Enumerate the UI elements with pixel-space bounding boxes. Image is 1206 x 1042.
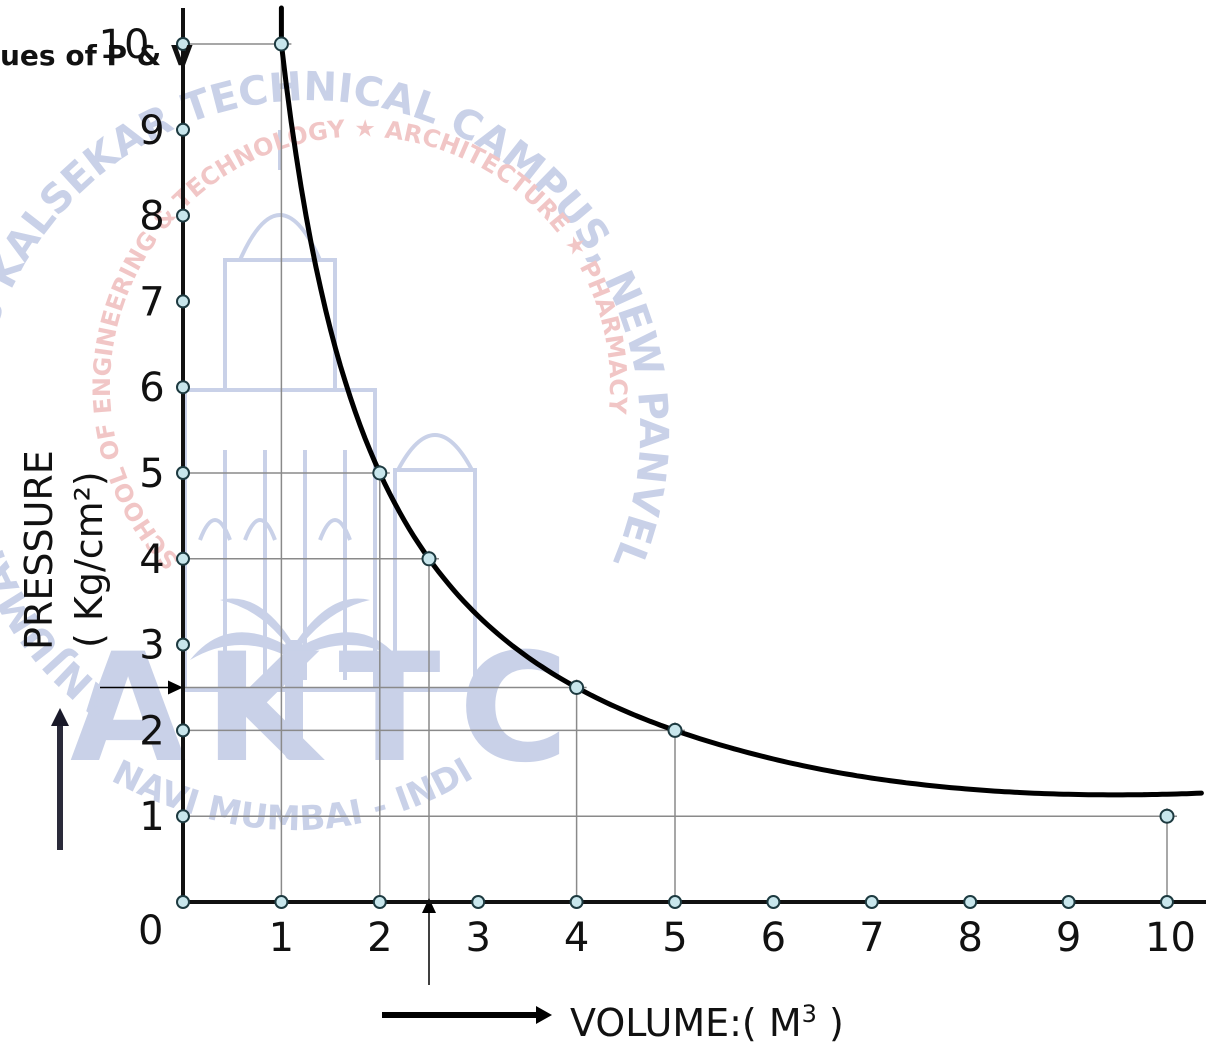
y-tick-label-7: 7 bbox=[139, 279, 164, 325]
volume-reading-arrowhead-icon bbox=[422, 898, 436, 913]
y-tick-label-8: 8 bbox=[139, 194, 164, 240]
x-tick-label-5: 5 bbox=[662, 915, 687, 961]
volume-direction-arrow-icon bbox=[382, 1006, 552, 1024]
x-axis-title: VOLUME:( M3 ) bbox=[570, 1000, 844, 1042]
x-tick-marker-2 bbox=[372, 895, 387, 909]
y-tick-label-9: 9 bbox=[139, 108, 164, 154]
x-tick-marker-5 bbox=[668, 895, 682, 909]
x-tick-marker-8 bbox=[963, 895, 978, 909]
data-point-1 bbox=[372, 465, 388, 481]
x-tick-marker-7 bbox=[864, 895, 879, 909]
y-tick-marker-10 bbox=[176, 37, 190, 51]
y-tick-label-1: 1 bbox=[139, 794, 164, 840]
x-tick-label-6: 6 bbox=[761, 915, 786, 961]
x-tick-marker-10 bbox=[1160, 895, 1174, 909]
x-axis-title-main: VOLUME:( M bbox=[570, 1001, 802, 1042]
data-point-4 bbox=[667, 722, 683, 738]
y-tick-marker-1 bbox=[176, 809, 190, 824]
origin-marker bbox=[176, 895, 190, 909]
x-tick-label-8: 8 bbox=[957, 915, 982, 961]
y-tick-label-10: 10 bbox=[99, 22, 150, 68]
pressure-reading-arrowhead-icon bbox=[168, 680, 183, 695]
chart-title: ues of P & V bbox=[0, 39, 193, 72]
y-tick-marker-6 bbox=[176, 380, 190, 395]
watermark-logo: AKTC bbox=[70, 622, 587, 796]
x-tick-label-7: 7 bbox=[859, 915, 884, 961]
x-tick-label-10: 10 bbox=[1145, 915, 1196, 961]
y-tick-label-2: 2 bbox=[139, 708, 164, 754]
axes bbox=[181, 8, 1206, 904]
origin-label: 0 bbox=[138, 908, 163, 954]
y-tick-marker-2 bbox=[176, 723, 190, 738]
x-tick-label-4: 4 bbox=[564, 915, 589, 961]
tick-labels: 0 1 2 3 4 5 6 7 8 9 10 1 2 3 4 5 6 7 8 9 10 bbox=[99, 22, 1196, 961]
college-watermark: AKTC ANJUMAN-I-ISLAM'S KALSEKAR TECHNICA… bbox=[0, 0, 676, 839]
y-axis-title: PRESSURE bbox=[17, 450, 61, 650]
data-point-3 bbox=[569, 680, 585, 695]
y-tick-marker-3 bbox=[176, 637, 190, 652]
x-tick-label-1: 1 bbox=[269, 915, 294, 961]
pressure-direction-arrow-icon bbox=[51, 708, 69, 850]
y-tick-marker-7 bbox=[176, 294, 190, 309]
tick-markers bbox=[176, 37, 1174, 909]
y-tick-marker-4 bbox=[176, 551, 190, 566]
x-tick-label-9: 9 bbox=[1056, 915, 1081, 961]
x-tick-marker-9 bbox=[1061, 895, 1076, 909]
y-tick-marker-8 bbox=[176, 208, 190, 223]
y-tick-label-6: 6 bbox=[139, 365, 164, 411]
data-point-5 bbox=[1159, 808, 1175, 824]
data-point-0 bbox=[273, 36, 289, 52]
x-tick-marker-4 bbox=[569, 895, 584, 909]
guide-lines bbox=[100, 36, 1177, 985]
y-tick-marker-9 bbox=[176, 122, 190, 137]
building-watermark-icon bbox=[183, 130, 477, 692]
x-axis-title-sup: 3 bbox=[802, 1000, 817, 1028]
y-tick-marker-5 bbox=[176, 466, 190, 480]
data-points bbox=[273, 36, 1175, 824]
x-tick-marker-6 bbox=[766, 895, 781, 909]
x-tick-label-3: 3 bbox=[465, 915, 490, 961]
data-point-2 bbox=[421, 551, 437, 567]
y-axis-unit: ( Kg/cm²) bbox=[67, 471, 111, 648]
x-tick-marker-1 bbox=[274, 895, 289, 909]
x-tick-label-2: 2 bbox=[367, 915, 392, 961]
x-axis-title-end: ) bbox=[817, 1001, 844, 1042]
y-tick-label-5: 5 bbox=[139, 451, 164, 497]
x-tick-marker-3 bbox=[471, 895, 486, 909]
y-tick-label-4: 4 bbox=[139, 537, 164, 583]
y-tick-label-3: 3 bbox=[139, 623, 164, 669]
